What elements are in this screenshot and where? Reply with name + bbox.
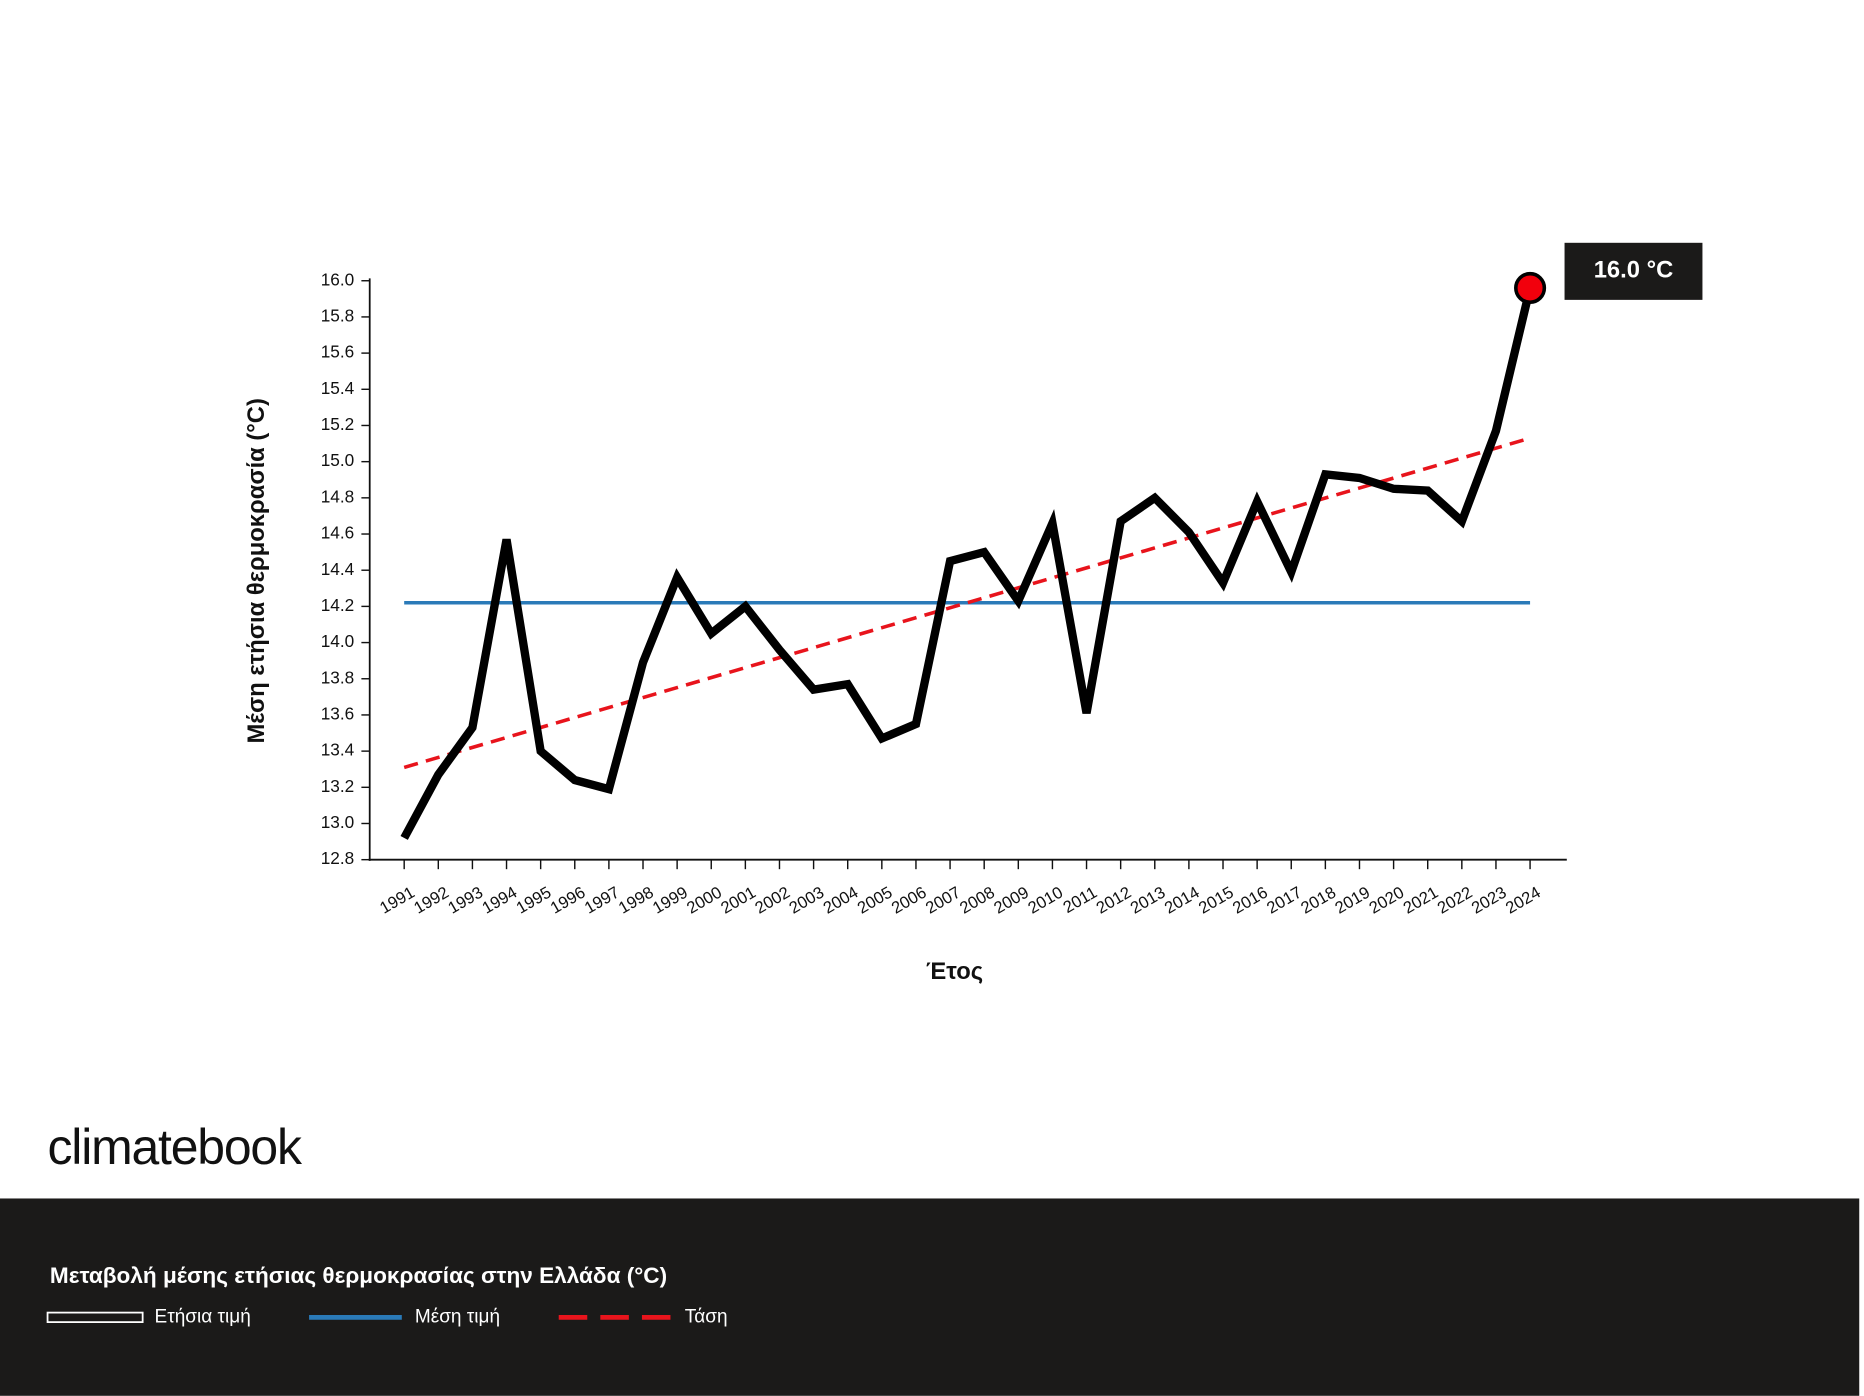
y-tick-label: 14.8 — [321, 486, 355, 506]
y-axis-title: Μέση ετήσια θερμοκρασία (°C) — [243, 398, 270, 743]
y-tick-label: 15.8 — [321, 305, 355, 325]
y-tick-label: 15.6 — [321, 342, 355, 362]
footer-title: Μεταβολή μέσης ετήσιας θερμοκρασίας στην… — [50, 1263, 667, 1288]
highlight-point — [1514, 271, 1547, 305]
annotation-box — [1564, 242, 1703, 300]
annual-line — [400, 287, 1535, 840]
y-tick-label: 15.0 — [321, 450, 355, 470]
y-tick-label: 13.0 — [321, 812, 355, 832]
y-tick-label: 13.2 — [321, 776, 355, 796]
y-tick-label: 16.0 — [321, 269, 355, 289]
y-tick-label: 13.4 — [321, 740, 355, 760]
y-tick-label: 15.2 — [321, 414, 355, 434]
brand-logo: climatebook — [48, 1119, 303, 1175]
x-axis-title: Έτος — [926, 958, 983, 985]
y-tick-label: 12.8 — [321, 848, 355, 868]
y-tick-label: 13.8 — [321, 667, 355, 687]
y-tick-label: 14.2 — [321, 595, 355, 615]
y-tick-label: 14.4 — [321, 559, 355, 579]
legend-label: Ετήσια τιμή — [155, 1306, 251, 1327]
legend-label: Μέση τιμή — [415, 1306, 500, 1327]
y-tick-label: 14.6 — [321, 523, 355, 543]
y-tick-label: 15.4 — [321, 378, 355, 398]
legend-label: Τάση — [685, 1306, 728, 1327]
legend-swatch — [46, 1311, 144, 1323]
y-tick-label: 13.6 — [321, 703, 355, 723]
footer-band — [0, 1198, 1860, 1396]
annotation-label: 16.0 °C — [1594, 257, 1674, 284]
y-tick-label: 14.0 — [321, 631, 355, 651]
x-tick-label: 2024 — [1502, 883, 1544, 918]
trend-line — [403, 436, 1531, 770]
